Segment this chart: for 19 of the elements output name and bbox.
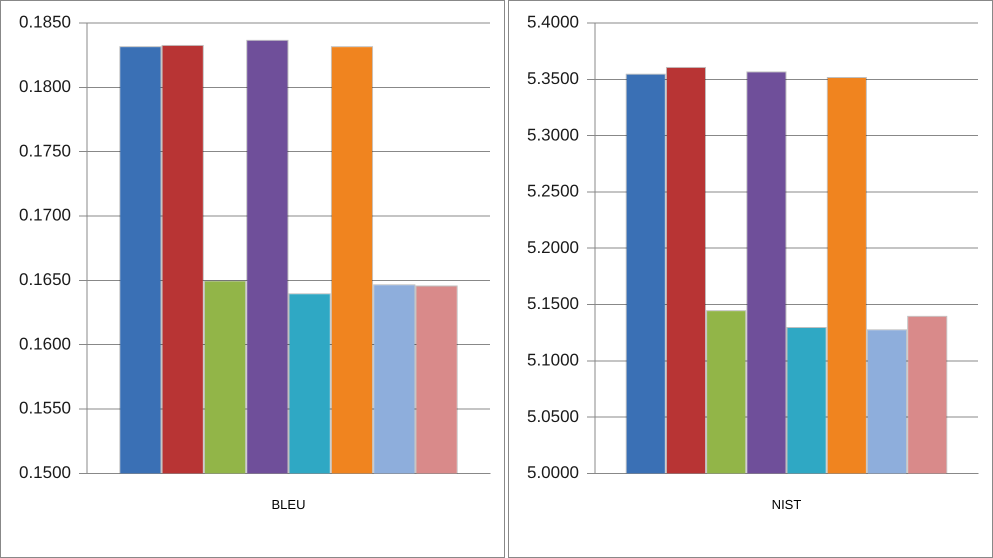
y-tick-label: 0.1850: [18, 12, 71, 32]
y-tick-label: 0.1800: [18, 77, 71, 96]
x-tick-label: BLEU: [272, 496, 306, 512]
y-tick-label: 5.3000: [526, 125, 579, 144]
y-tick-label: 5.4000: [526, 12, 579, 32]
y-tick-label: 5.2000: [526, 238, 579, 257]
x-tick-label: NIST: [772, 496, 802, 512]
y-tick-label: 0.1550: [18, 398, 71, 418]
y-tick-label: 0.1750: [18, 141, 71, 160]
y-tick-label: 5.2500: [526, 182, 579, 201]
y-tick-label: 0.1500: [18, 463, 71, 482]
y-tick-label: 5.0500: [526, 406, 579, 426]
y-tick-label: 5.3500: [526, 68, 579, 88]
y-tick-label: 5.1500: [526, 294, 579, 314]
y-tick-label: 0.1600: [18, 334, 71, 354]
y-tick-label: 5.1000: [526, 350, 579, 370]
y-tick-label: 0.1650: [18, 270, 71, 290]
y-tick-label: 5.0000: [526, 463, 579, 482]
y-tick-label: 0.1700: [18, 206, 71, 225]
